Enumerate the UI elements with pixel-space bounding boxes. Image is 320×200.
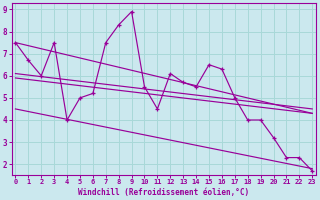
X-axis label: Windchill (Refroidissement éolien,°C): Windchill (Refroidissement éolien,°C)	[78, 188, 249, 197]
